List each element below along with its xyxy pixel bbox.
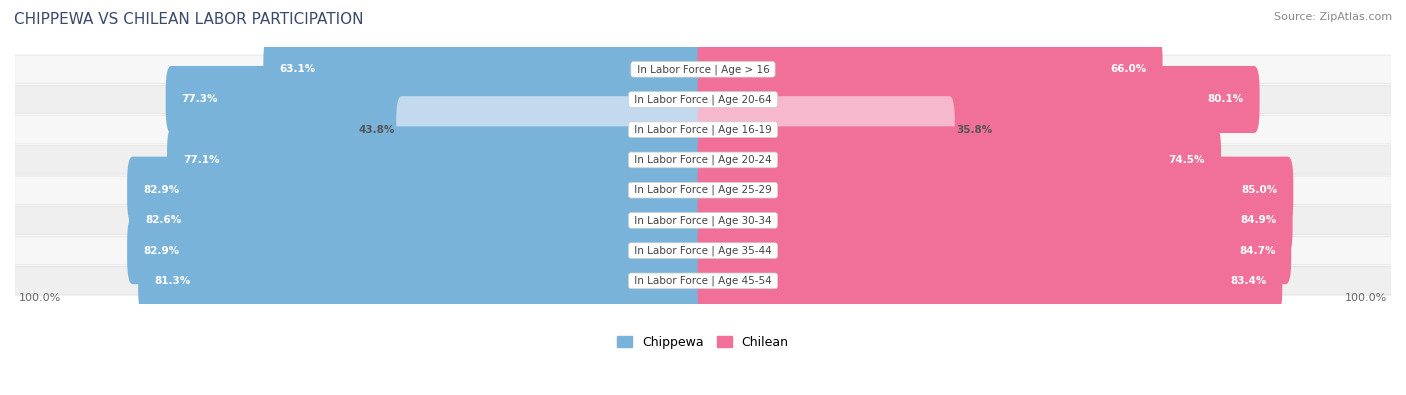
Text: 82.9%: 82.9% — [143, 185, 179, 195]
FancyBboxPatch shape — [127, 217, 709, 284]
Text: CHIPPEWA VS CHILEAN LABOR PARTICIPATION: CHIPPEWA VS CHILEAN LABOR PARTICIPATION — [14, 12, 364, 27]
FancyBboxPatch shape — [697, 187, 1292, 254]
FancyBboxPatch shape — [697, 157, 1294, 224]
Text: 63.1%: 63.1% — [280, 64, 315, 74]
FancyBboxPatch shape — [697, 126, 1220, 194]
Text: In Labor Force | Age 20-64: In Labor Force | Age 20-64 — [631, 94, 775, 105]
Text: 80.1%: 80.1% — [1208, 94, 1244, 105]
Legend: Chippewa, Chilean: Chippewa, Chilean — [613, 331, 793, 354]
FancyBboxPatch shape — [697, 66, 1260, 133]
Text: 74.5%: 74.5% — [1168, 155, 1205, 165]
Text: 82.6%: 82.6% — [145, 215, 181, 226]
FancyBboxPatch shape — [14, 115, 1392, 144]
FancyBboxPatch shape — [129, 187, 709, 254]
Text: In Labor Force | Age 30-34: In Labor Force | Age 30-34 — [631, 215, 775, 226]
Text: In Labor Force | Age 16-19: In Labor Force | Age 16-19 — [631, 124, 775, 135]
Text: 100.0%: 100.0% — [1346, 293, 1388, 303]
Text: 77.1%: 77.1% — [183, 155, 219, 165]
FancyBboxPatch shape — [697, 96, 955, 163]
FancyBboxPatch shape — [14, 146, 1392, 174]
Text: 43.8%: 43.8% — [359, 125, 395, 135]
FancyBboxPatch shape — [263, 36, 709, 103]
Text: 100.0%: 100.0% — [18, 293, 60, 303]
FancyBboxPatch shape — [697, 36, 1163, 103]
Text: In Labor Force | Age 35-44: In Labor Force | Age 35-44 — [631, 245, 775, 256]
Text: 83.4%: 83.4% — [1230, 276, 1267, 286]
FancyBboxPatch shape — [396, 96, 709, 163]
FancyBboxPatch shape — [697, 247, 1282, 314]
FancyBboxPatch shape — [127, 157, 709, 224]
FancyBboxPatch shape — [14, 55, 1392, 83]
FancyBboxPatch shape — [138, 247, 709, 314]
FancyBboxPatch shape — [697, 217, 1291, 284]
Text: In Labor Force | Age 25-29: In Labor Force | Age 25-29 — [631, 185, 775, 196]
Text: 66.0%: 66.0% — [1111, 64, 1147, 74]
Text: 81.3%: 81.3% — [155, 276, 190, 286]
Text: 35.8%: 35.8% — [956, 125, 993, 135]
Text: Source: ZipAtlas.com: Source: ZipAtlas.com — [1274, 12, 1392, 22]
FancyBboxPatch shape — [14, 267, 1392, 295]
Text: In Labor Force | Age 45-54: In Labor Force | Age 45-54 — [631, 276, 775, 286]
Text: 77.3%: 77.3% — [181, 94, 218, 105]
Text: 82.9%: 82.9% — [143, 246, 179, 256]
FancyBboxPatch shape — [14, 85, 1392, 114]
FancyBboxPatch shape — [167, 126, 709, 194]
FancyBboxPatch shape — [14, 237, 1392, 265]
Text: 85.0%: 85.0% — [1241, 185, 1278, 195]
Text: In Labor Force | Age 20-24: In Labor Force | Age 20-24 — [631, 155, 775, 165]
Text: 84.7%: 84.7% — [1239, 246, 1275, 256]
FancyBboxPatch shape — [14, 176, 1392, 204]
FancyBboxPatch shape — [14, 206, 1392, 235]
Text: In Labor Force | Age > 16: In Labor Force | Age > 16 — [634, 64, 772, 75]
Text: 84.9%: 84.9% — [1240, 215, 1277, 226]
FancyBboxPatch shape — [166, 66, 709, 133]
